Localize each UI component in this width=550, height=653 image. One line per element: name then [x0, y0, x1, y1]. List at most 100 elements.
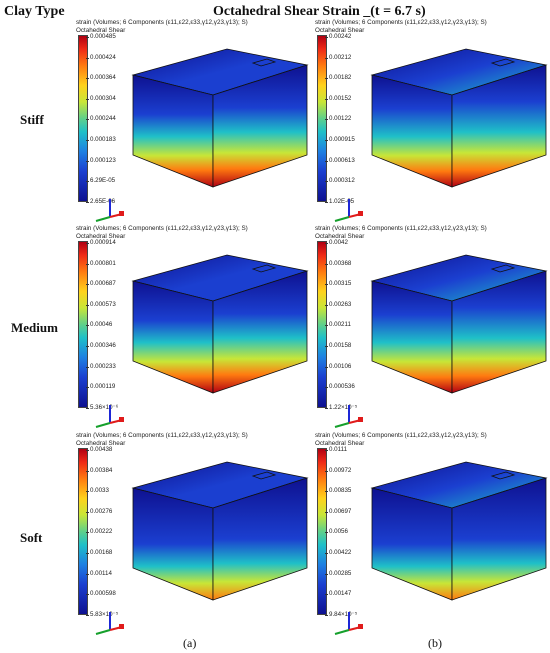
panel-stiff-a: strain (Volumes; 6 Components (ε11,ε22,ε…	[76, 19, 316, 222]
legend-header: strain (Volumes; 6 Components (ε11,ε22,ε…	[315, 19, 487, 34]
axis-x-arrow	[334, 629, 350, 635]
block-front-face	[132, 74, 214, 188]
colorbar-tick-label: 0.000119	[85, 383, 116, 391]
legend-variable: strain (Volumes; 6 Components (ε11,ε22,ε…	[315, 225, 487, 232]
clay-type-heading: Clay Type	[4, 4, 65, 19]
colorbar-tick-label: 0.000573	[86, 300, 116, 308]
legend-quantity: Octahedral Shear	[76, 232, 126, 240]
colorbar-tick-label: 0.000801	[86, 259, 116, 267]
colorbar-tick-label: 5.83×10⁻⁵	[85, 610, 119, 618]
axis-origin-marker	[358, 624, 363, 629]
colorbar-tick-label: 0.00697	[324, 507, 352, 515]
colorbar-tick-label: 6.29E-05	[85, 177, 116, 185]
panel-medium-b: strain (Volumes; 6 Components (ε11,ε22,ε…	[315, 225, 550, 428]
block-front-face	[371, 487, 453, 601]
axis-triad-icon	[334, 199, 363, 222]
legend-quantity: Octahedral Shear	[315, 232, 365, 240]
block-front-face	[132, 487, 214, 601]
colorbar-tick-label: 0.000424	[86, 53, 116, 61]
colorbar-tick-label: 0.00106	[324, 362, 352, 370]
block-side-face	[212, 477, 308, 601]
colorbar-tick-label: 0.000183	[86, 136, 116, 143]
axis-origin-marker	[119, 624, 124, 629]
axis-x-arrow	[95, 422, 111, 428]
axis-origin-marker	[358, 417, 363, 422]
block-side-face	[451, 477, 547, 601]
colorbar-tick-label: 0.000598	[86, 590, 116, 598]
colorbar-tick-label: 0.00384	[85, 466, 113, 474]
legend-quantity: Octahedral Shear	[315, 26, 365, 34]
colorbar-tick-label: 9.84×10⁻⁵	[324, 610, 358, 618]
colorbar-tick-label: 0.00263	[324, 300, 352, 308]
structure-footprint	[490, 471, 516, 480]
axis-origin-marker	[358, 211, 363, 216]
colorbar-tick-label: 0.00972	[324, 466, 352, 474]
legend-quantity: Octahedral Shear	[76, 26, 126, 34]
colorbar	[78, 35, 88, 202]
legend-variable: strain (Volumes; 6 Components (ε11,ε22,ε…	[315, 432, 487, 439]
colorbar-tick-label: 0.00222	[85, 528, 113, 536]
panel-medium-a: strain (Volumes; 6 Components (ε11,ε22,ε…	[76, 225, 316, 428]
colorbar	[78, 448, 88, 615]
colorbar-tick-label: 0.0042	[325, 239, 348, 246]
colorbar-tick-label: 0.0056	[325, 528, 348, 536]
legend-variable: strain (Volumes; 6 Components (ε11,ε22,ε…	[76, 19, 248, 26]
axis-origin-marker	[119, 417, 124, 422]
panel-stiff-b: strain (Volumes; 6 Components (ε11,ε22,ε…	[315, 19, 550, 222]
soil-block-contour	[131, 461, 309, 601]
colorbar-tick-label: 0.000687	[86, 280, 116, 288]
soil-block-contour	[131, 48, 309, 188]
soil-block-contour	[370, 461, 548, 601]
colorbar-tick-label: 0.000485	[86, 33, 116, 40]
legend-variable: strain (Volumes; 6 Components (ε11,ε22,ε…	[76, 432, 248, 439]
colorbar-tick-label: 1.22×10⁻⁵	[324, 403, 358, 411]
soil-block-contour	[370, 48, 548, 188]
colorbar-tick-label: 0.00242	[324, 33, 352, 40]
colorbar-tick-label: 0.00147	[324, 590, 352, 598]
colorbar-tick-label: 0.00152	[324, 94, 352, 102]
block-front-face	[371, 280, 453, 394]
figure-title: Octahedral Shear Strain _(t = 6.7 s)	[213, 4, 426, 19]
colorbar-tick-label: 0.000312	[325, 177, 355, 185]
block-side-face	[451, 270, 547, 394]
column-label-b: (b)	[428, 636, 442, 650]
colorbar-tick-label: 5.36×10⁻⁶	[85, 403, 119, 411]
colorbar	[317, 35, 327, 202]
block-side-face	[451, 64, 547, 188]
axis-origin-marker	[119, 211, 124, 216]
colorbar-tick-label: 0.00315	[324, 280, 352, 288]
structure-footprint	[490, 58, 516, 67]
colorbar-tick-label: 0.000915	[325, 136, 355, 143]
axis-triad-icon	[334, 405, 363, 428]
axis-triad-icon	[95, 405, 124, 428]
colorbar-tick-label: 0.00046	[85, 321, 113, 329]
block-side-face	[212, 270, 308, 394]
axis-x-arrow	[334, 216, 350, 222]
block-side-face	[212, 64, 308, 188]
colorbar-tick-label: 2.65E-06	[85, 197, 116, 205]
row-label-medium: Medium	[11, 320, 58, 335]
structure-footprint	[251, 471, 277, 480]
colorbar-tick-label: 0.00422	[324, 549, 352, 556]
colorbar-tick-label: 0.00368	[324, 259, 352, 267]
colorbar	[78, 241, 88, 408]
colorbar-tick-label: 0.000364	[86, 74, 116, 82]
colorbar-tick-label: 0.000304	[86, 94, 116, 102]
colorbar-tick-label: 0.000613	[325, 156, 355, 164]
axis-x-arrow	[95, 216, 111, 222]
colorbar-tick-label: 0.000914	[86, 239, 116, 246]
colorbar-tick-label: 0.00438	[85, 446, 113, 453]
colorbar-tick-label: 0.00835	[324, 487, 352, 495]
colorbar-tick-label: 0.000233	[86, 362, 116, 370]
colorbar	[317, 241, 327, 408]
panel-soft-a: strain (Volumes; 6 Components (ε11,ε22,ε…	[76, 432, 316, 635]
row-label-stiff: Stiff	[20, 112, 44, 127]
colorbar-tick-label: 0.00212	[324, 53, 352, 61]
axis-triad-icon	[95, 612, 124, 635]
soil-block-contour	[131, 254, 309, 394]
colorbar-tick-label: 0.00122	[324, 115, 352, 123]
structure-footprint	[251, 264, 277, 273]
axis-triad-icon	[334, 612, 363, 635]
colorbar-tick-label: 0.000346	[86, 342, 116, 349]
colorbar-tick-label: 0.0111	[324, 446, 348, 453]
